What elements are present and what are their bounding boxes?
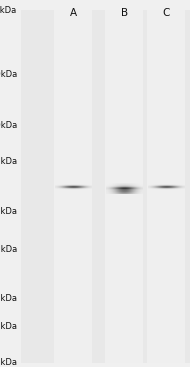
Text: A: A <box>70 8 77 18</box>
Text: 37kDa: 37kDa <box>0 245 17 254</box>
Text: 100kDa: 100kDa <box>0 120 17 130</box>
Text: 25kDa: 25kDa <box>0 294 17 303</box>
Text: 20kDa: 20kDa <box>0 322 17 331</box>
Text: C: C <box>163 8 170 18</box>
Bar <box>147 10 185 363</box>
Text: 150kDa: 150kDa <box>0 70 17 79</box>
Text: 250kDa: 250kDa <box>0 6 17 15</box>
Bar <box>21 10 190 363</box>
Bar <box>54 10 92 363</box>
Text: 50kDa: 50kDa <box>0 207 17 216</box>
Bar <box>105 10 143 363</box>
Text: B: B <box>121 8 128 18</box>
Text: 15kDa: 15kDa <box>0 358 17 367</box>
Text: 75kDa: 75kDa <box>0 157 17 166</box>
